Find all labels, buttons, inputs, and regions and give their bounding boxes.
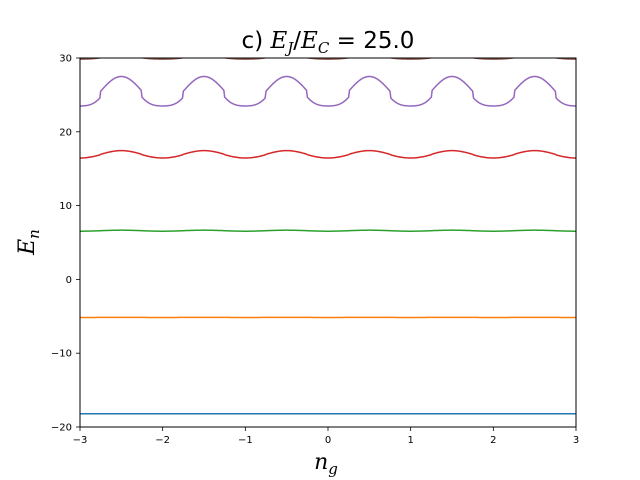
x-tick-label: −2 — [155, 435, 170, 446]
x-tick-label: −1 — [238, 435, 253, 446]
y-axis-label-sub: n — [25, 229, 43, 239]
y-tick-label: 10 — [59, 201, 72, 212]
series-layer — [80, 58, 576, 415]
title-value: 25.0 — [363, 28, 414, 54]
x-tick-label: 3 — [573, 435, 579, 446]
title-ratio-numerator-sub: J — [284, 39, 294, 57]
y-tick-label: 20 — [59, 127, 72, 138]
title-ratio-numerator: E — [269, 28, 287, 54]
x-tick-label: 0 — [325, 435, 331, 446]
series-line-5 — [80, 75, 576, 107]
chart-title: c) EJ/EC = 25.0 — [242, 28, 415, 57]
x-axis-ticks: −3 −2 −1 0 1 2 3 — [73, 427, 579, 446]
x-axis-label-main: n — [314, 450, 328, 475]
x-tick-label: 2 — [490, 435, 496, 446]
title-prefix: c) — [242, 28, 271, 54]
x-axis-label: ng — [314, 450, 338, 478]
y-tick-label: −20 — [51, 423, 72, 434]
y-axis-label: En — [15, 229, 43, 256]
y-tick-label: −10 — [51, 349, 72, 360]
title-ratio-slash: / — [293, 28, 301, 54]
series-line-3 — [80, 229, 576, 232]
title-ratio-denominator: E — [300, 28, 318, 54]
x-axis-label-sub: g — [328, 460, 338, 478]
x-tick-label: 1 — [407, 435, 413, 446]
series-line-6 — [80, 58, 576, 60]
x-tick-label: −3 — [73, 435, 88, 446]
title-equals: = — [329, 28, 363, 54]
y-tick-label: 0 — [66, 275, 72, 286]
y-axis-label-main: E — [15, 239, 40, 256]
y-tick-label: 30 — [59, 54, 72, 65]
y-axis-ticks: −20 −10 0 10 20 30 — [51, 54, 80, 434]
title-ratio-denominator-sub: C — [318, 39, 330, 57]
series-line-4 — [80, 149, 576, 159]
